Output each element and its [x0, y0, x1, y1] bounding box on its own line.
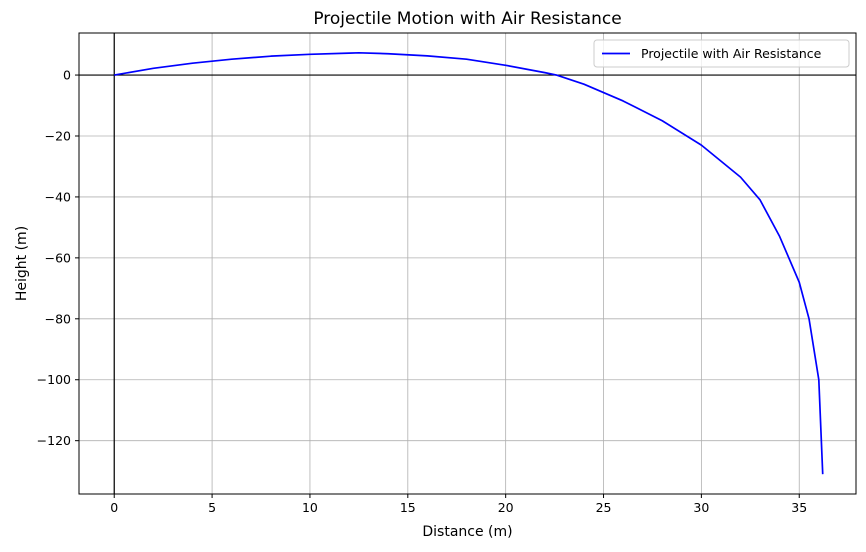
- y-axis-label: Height (m): [14, 226, 30, 301]
- x-tick-label: 30: [693, 500, 709, 515]
- tick-layer: 0 5 10 15 20 25 30 35 0 −20 −40 −60 −80 −100 −120: [37, 68, 808, 515]
- legend-entry: Projectile with Air Resistance: [641, 46, 822, 61]
- x-tick-label: 15: [400, 500, 416, 515]
- y-tick-label: −20: [45, 128, 71, 143]
- x-tick-label: 5: [208, 500, 216, 515]
- y-tick-label: −120: [37, 433, 71, 448]
- x-tick-label: 10: [302, 500, 318, 515]
- y-tick-label: 0: [63, 68, 71, 83]
- series-layer: [114, 51, 824, 475]
- y-tick-label: −60: [45, 250, 71, 265]
- grid-layer: [79, 33, 856, 494]
- reference-lines: [79, 33, 856, 494]
- x-tick-label: 25: [596, 500, 612, 515]
- chart-title: Projectile Motion with Air Resistance: [313, 9, 621, 29]
- y-tick-label: −100: [37, 372, 71, 387]
- x-tick-label: 35: [791, 500, 807, 515]
- x-axis-label: Distance (m): [422, 524, 512, 540]
- y-tick-label: −40: [45, 189, 71, 204]
- legend: Projectile with Air Resistance: [593, 39, 850, 68]
- x-tick-label: 20: [498, 500, 514, 515]
- y-tick-label: −80: [45, 311, 71, 326]
- series-line: [114, 51, 824, 475]
- legend-box: [593, 39, 850, 68]
- plot-frame: [78, 32, 857, 495]
- x-tick-label: 0: [110, 500, 118, 515]
